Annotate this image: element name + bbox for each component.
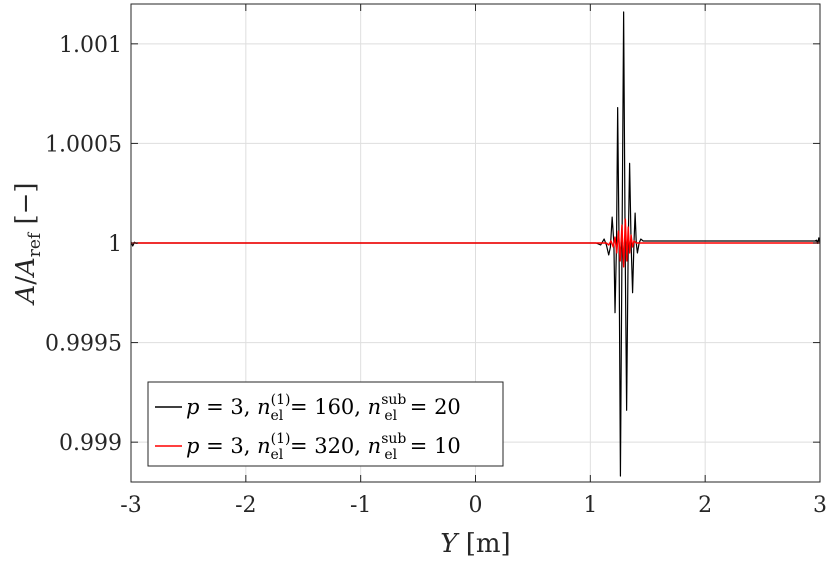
legend-1-n: n xyxy=(257,434,271,458)
x-tick-label-1: -2 xyxy=(235,493,256,518)
legend-box xyxy=(147,381,504,467)
series-line-0 xyxy=(130,11,821,477)
y-axis-label: A/Aref [−] xyxy=(11,182,45,305)
y-tick-label-0: 0.999 xyxy=(59,431,122,456)
x-tick-label-6: 3 xyxy=(813,493,827,518)
y-axis-label-a: A xyxy=(11,285,41,306)
y-tick-label-1: 0.9995 xyxy=(45,332,122,357)
x-tick-label-2: -1 xyxy=(350,493,371,518)
x-tick-label-0: -3 xyxy=(120,493,141,518)
legend-1-eq1: = 3, xyxy=(199,434,257,458)
series-line-1 xyxy=(130,218,820,268)
legend: p = 3, n(1) el = 160, nsub el = 20p = 3, n… xyxy=(147,381,504,467)
x-axis-label-unit: [m] xyxy=(457,529,510,559)
legend-0-sub: el xyxy=(271,408,284,424)
x-axis-label-var: Y xyxy=(440,529,460,559)
legend-0-p: p xyxy=(186,395,199,419)
legend-1-n2: n xyxy=(368,434,382,458)
legend-1-sub: el xyxy=(271,447,284,463)
x-tick-label-4: 1 xyxy=(583,493,597,518)
legend-0-n: n xyxy=(257,395,271,419)
legend-1-p: p xyxy=(186,434,199,458)
y-tick-label-3: 1.0005 xyxy=(45,132,122,157)
y-tick-label-4: 1.001 xyxy=(59,33,122,58)
legend-1-eq3: = 10 xyxy=(403,434,461,458)
y-tick-label-2: 1 xyxy=(108,232,122,257)
y-axis-label-aref: A xyxy=(11,257,41,278)
x-tick-label-5: 2 xyxy=(698,493,712,518)
legend-0-eq1: = 3, xyxy=(199,395,257,419)
x-tick-label-3: 0 xyxy=(469,493,483,518)
legend-entry-1: p = 3, n(1) el = 320, nsub el = 10 xyxy=(186,431,461,463)
y-axis-label-slash: / xyxy=(11,276,41,285)
legend-0-sup2: sub xyxy=(381,392,406,408)
legend-1-sub2: el xyxy=(384,447,397,463)
legend-0-eq2: = 160, xyxy=(283,395,367,419)
legend-0-n2: n xyxy=(368,395,382,419)
legend-0-sup: (1) xyxy=(271,392,291,408)
legend-0-sub2: el xyxy=(384,408,397,424)
legend-1-sup: (1) xyxy=(271,431,291,447)
series-layer xyxy=(130,11,821,477)
legend-1-sup2: sub xyxy=(381,431,406,447)
legend-entry-0: p = 3, n(1) el = 160, nsub el = 20 xyxy=(186,392,461,424)
ticks xyxy=(130,4,821,482)
legend-0-eq3: = 20 xyxy=(403,395,461,419)
y-axis-label-ref-sub: ref xyxy=(25,231,45,257)
y-axis-label-unit: [−] xyxy=(11,182,41,232)
tick-labels: -3 -2 -1 0 1 2 3 0.999 0.9995 1 1.0005 1.001 xyxy=(45,33,827,518)
legend-1-eq2: = 320, xyxy=(283,434,367,458)
x-axis-label: Y [m] xyxy=(440,529,510,559)
